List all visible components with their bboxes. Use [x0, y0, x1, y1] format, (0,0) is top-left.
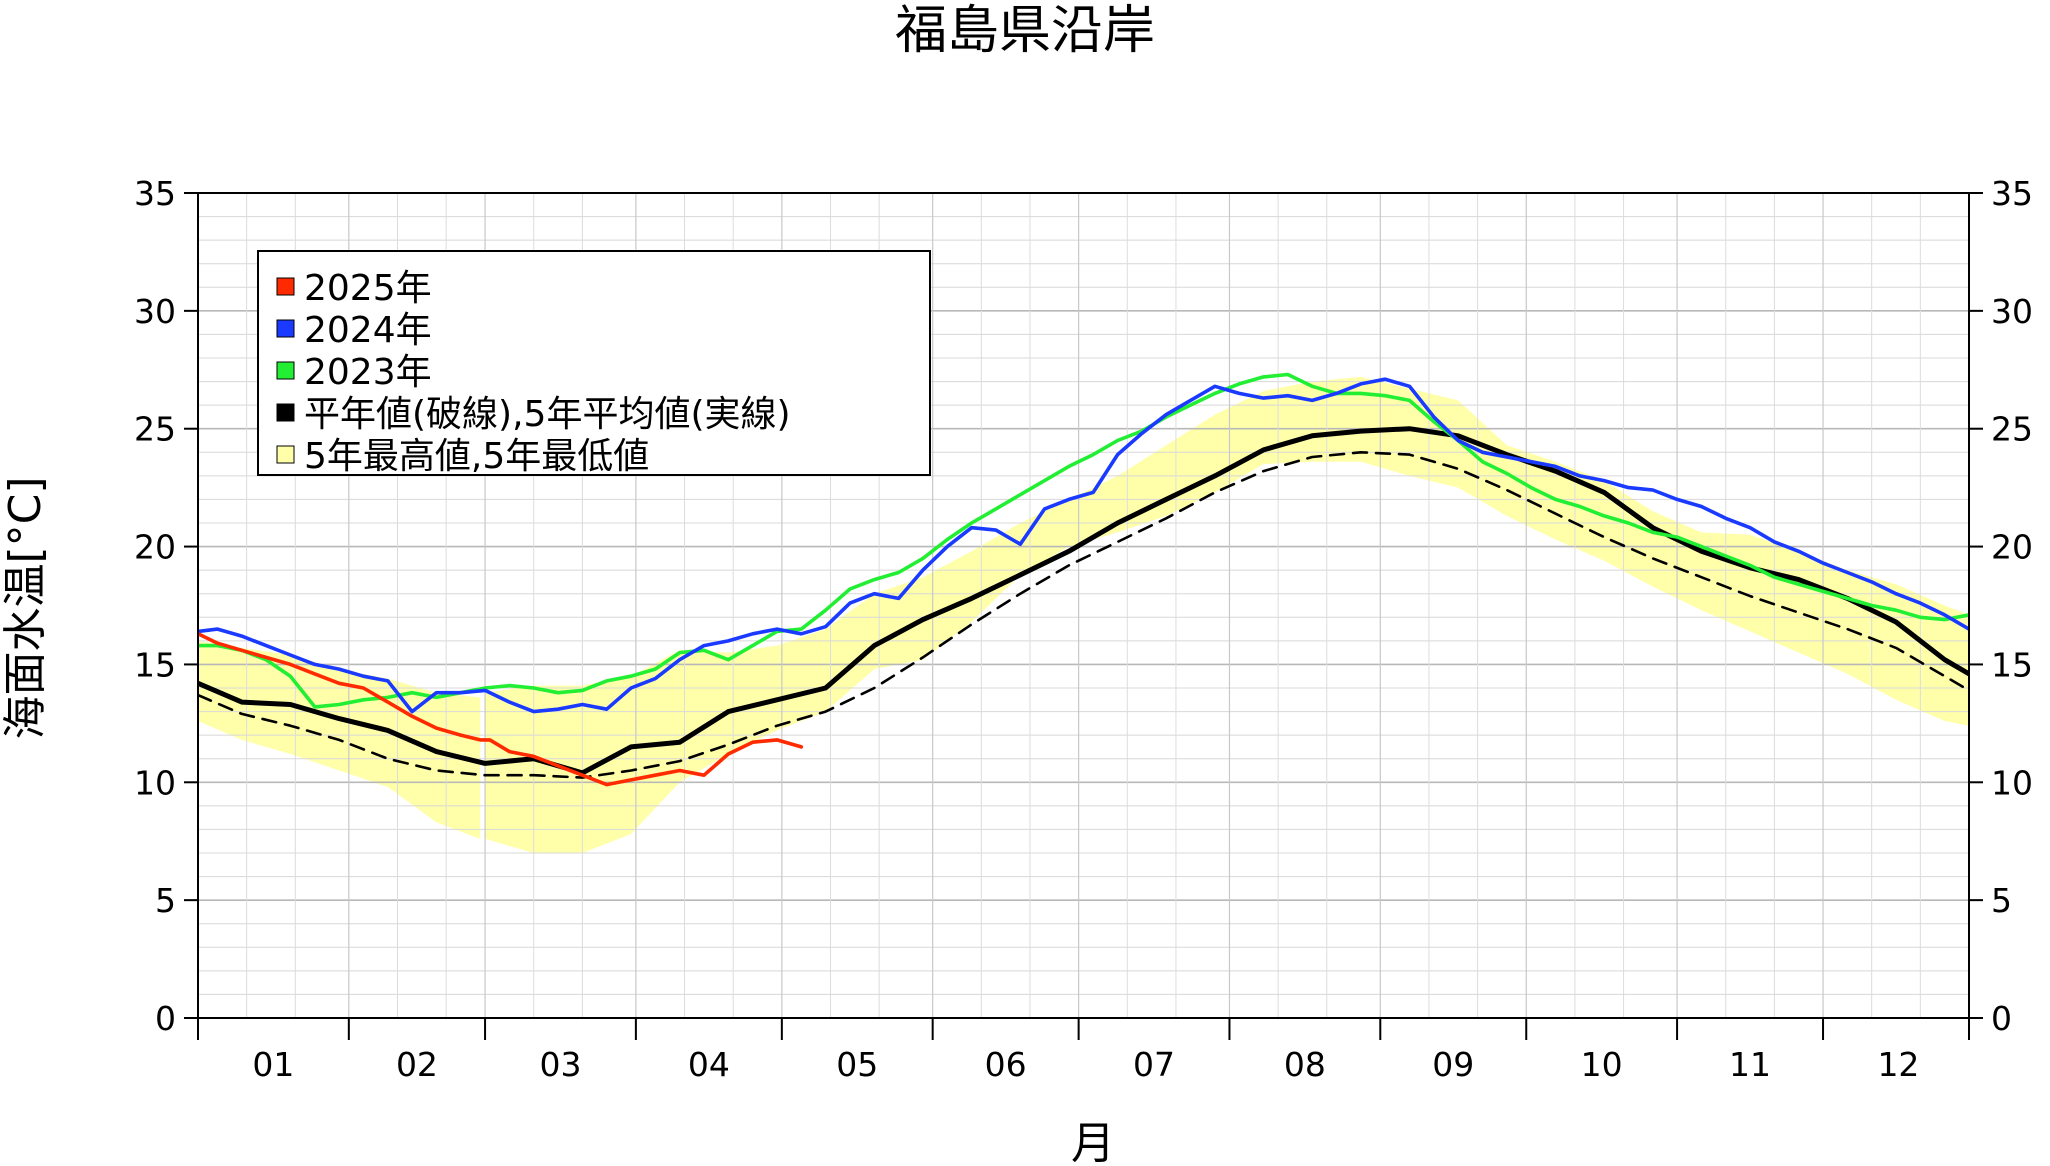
y-tick-label-right: 20: [1991, 528, 2033, 567]
chart-title: 福島県沿岸: [895, 1, 1155, 61]
y-tick-label-right: 10: [1991, 763, 2033, 802]
x-axis-title: 月: [1071, 1118, 1115, 1166]
y-tick-label-right: 5: [1991, 881, 2012, 920]
x-tick-label: 02: [396, 1045, 438, 1084]
y-tick-label-left: 5: [155, 881, 176, 920]
series-layer: [198, 372, 1969, 787]
x-tick-label: 12: [1877, 1045, 1919, 1084]
y-tick-label-right: 35: [1991, 174, 2033, 213]
legend-swatch: [276, 361, 295, 380]
y-tick-label-right: 0: [1991, 999, 2012, 1038]
series-line-4: [198, 426, 1969, 776]
range-band: [485, 376, 1969, 853]
x-tick-label: 04: [688, 1045, 730, 1084]
legend-swatch: [276, 319, 295, 338]
x-tick-label: 11: [1729, 1045, 1771, 1084]
x-tick-label: 07: [1133, 1045, 1175, 1084]
x-tick-label: 06: [985, 1045, 1027, 1084]
legend-label: 2023年: [304, 352, 432, 393]
x-tick-label: 01: [252, 1045, 294, 1084]
x-tick-label: 10: [1581, 1045, 1623, 1084]
legend-label: 5年最高値,5年最低値: [304, 436, 649, 477]
legend-box: [257, 250, 931, 476]
legend-label: 2024年: [304, 310, 432, 351]
legend-swatch: [276, 277, 295, 296]
x-tick-label: 05: [836, 1045, 878, 1084]
y-tick-label-left: 35: [134, 174, 176, 213]
y-tick-label-right: 30: [1991, 292, 2033, 331]
legend-swatch: [276, 445, 295, 464]
series-line-1: [198, 632, 804, 787]
legend-label: 平年値(破線),5年平均値(実線): [304, 394, 791, 435]
y-tick-label-left: 30: [134, 292, 176, 331]
legend-label: 2025年: [304, 268, 432, 309]
legend: 2025年2024年2023年平年値(破線),5年平均値(実線)5年最高値,5年…: [257, 250, 931, 477]
y-tick-label-left: 15: [134, 645, 176, 684]
series-line-3: [198, 372, 1969, 709]
legend-swatch: [276, 403, 295, 422]
y-tick-label-left: 20: [134, 528, 176, 567]
y-tick-label-left: 25: [134, 410, 176, 449]
y-tick-label-right: 15: [1991, 645, 2033, 684]
y-axis-title: 海面水温[°C]: [0, 476, 51, 739]
y-tick-label-left: 10: [134, 763, 176, 802]
x-tick-label: 08: [1284, 1045, 1326, 1084]
x-tick-label: 09: [1432, 1045, 1474, 1084]
y-tick-label-left: 0: [155, 999, 176, 1038]
y-tick-label-right: 25: [1991, 410, 2033, 449]
series-line-5: [198, 451, 1969, 779]
series-line-2: [198, 377, 1969, 714]
x-tick-label: 03: [539, 1045, 581, 1084]
plot-frame: [197, 192, 1970, 1019]
